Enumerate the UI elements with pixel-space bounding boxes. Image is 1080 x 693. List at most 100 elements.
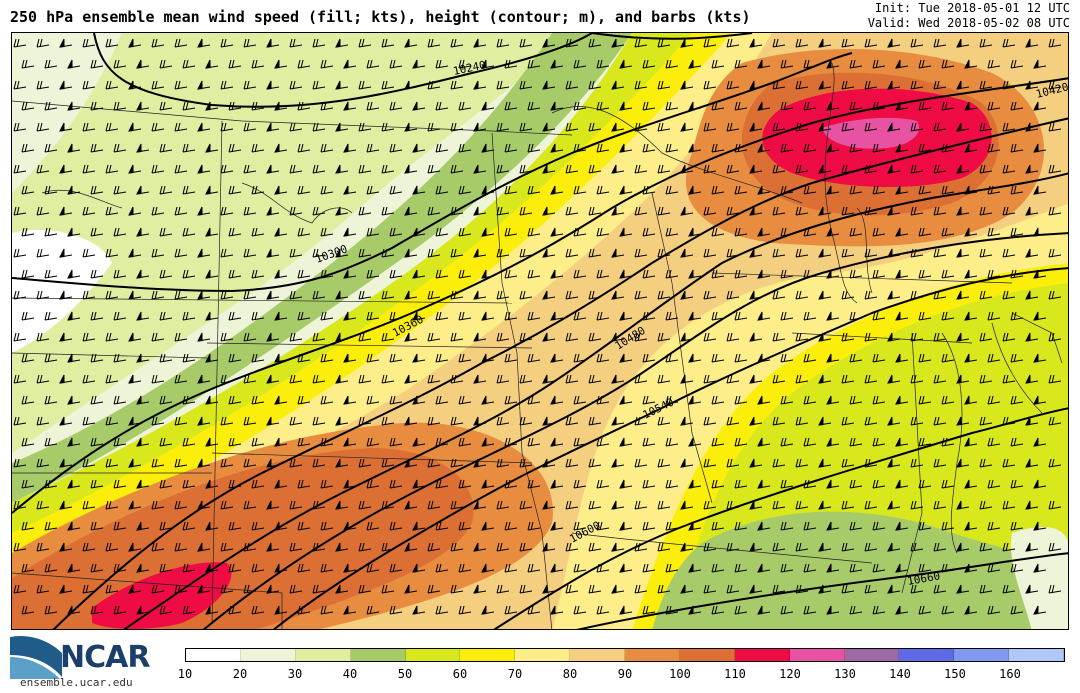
wind-barb-icon bbox=[565, 500, 579, 510]
wind-barb-icon bbox=[588, 248, 602, 258]
wind-barb-icon bbox=[21, 521, 35, 531]
wind-barb-icon bbox=[987, 395, 1001, 405]
wind-barb-icon bbox=[565, 290, 579, 300]
wind-barb-icon bbox=[335, 122, 349, 132]
wind-barb-icon bbox=[320, 563, 334, 573]
wind-barb-icon bbox=[243, 122, 257, 132]
wind-barb-icon bbox=[59, 80, 73, 90]
wind-barb-icon bbox=[105, 500, 119, 510]
wind-barb-icon bbox=[941, 227, 955, 237]
wind-barb-icon bbox=[895, 605, 909, 615]
wind-barb-icon bbox=[519, 80, 533, 90]
wind-barb-icon bbox=[21, 479, 35, 489]
wind-barb-icon bbox=[772, 500, 786, 510]
wind-barb-icon bbox=[205, 353, 219, 363]
wind-barb-icon bbox=[381, 374, 395, 384]
wind-barb-icon bbox=[573, 395, 587, 405]
wind-barb-icon bbox=[688, 59, 702, 69]
wind-barb-icon bbox=[849, 479, 863, 489]
wind-barb-icon bbox=[1033, 521, 1047, 531]
wind-barb-icon bbox=[504, 185, 518, 195]
wind-barb-icon bbox=[588, 542, 602, 552]
wind-barb-icon bbox=[389, 311, 403, 321]
wind-barb-icon bbox=[297, 479, 311, 489]
legend-swatch bbox=[625, 649, 680, 661]
wind-barb-icon bbox=[13, 122, 27, 132]
wind-barb-icon bbox=[21, 143, 35, 153]
wind-barb-icon bbox=[289, 416, 303, 426]
wind-barb-icon bbox=[596, 395, 610, 405]
wind-barb-icon bbox=[289, 80, 303, 90]
wind-barb-icon bbox=[36, 458, 50, 468]
wind-barb-icon bbox=[734, 185, 748, 195]
wind-barb-icon bbox=[274, 227, 288, 237]
wind-barb-icon bbox=[772, 38, 786, 48]
wind-barb-icon bbox=[634, 458, 648, 468]
wind-barb-icon bbox=[44, 185, 58, 195]
wind-barb-icon bbox=[1025, 122, 1039, 132]
wind-barb-icon bbox=[90, 605, 104, 615]
wind-barb-icon bbox=[289, 500, 303, 510]
wind-barb-icon bbox=[159, 143, 173, 153]
wind-barb-icon bbox=[657, 206, 671, 216]
wind-barb-icon bbox=[335, 374, 349, 384]
wind-barb-icon bbox=[381, 542, 395, 552]
wind-barb-icon bbox=[979, 584, 993, 594]
wind-barb-icon bbox=[128, 500, 142, 510]
wind-barb-icon bbox=[864, 416, 878, 426]
wind-barb-icon bbox=[13, 248, 27, 258]
wind-barb-icon bbox=[910, 416, 924, 426]
wind-barb-icon bbox=[872, 59, 886, 69]
wind-barb-icon bbox=[1048, 290, 1062, 300]
wind-barb-icon bbox=[910, 80, 924, 90]
wind-barb-icon bbox=[412, 269, 426, 279]
wind-barb-icon bbox=[749, 500, 763, 510]
wind-barb-icon bbox=[220, 38, 234, 48]
wind-barb-icon bbox=[642, 605, 656, 615]
wind-barb-icon bbox=[205, 479, 219, 489]
wind-barb-icon bbox=[711, 521, 725, 531]
wind-barb-icon bbox=[1033, 353, 1047, 363]
wind-barb-icon bbox=[504, 605, 518, 615]
wind-barb-icon bbox=[841, 206, 855, 216]
wind-barb-icon bbox=[979, 80, 993, 90]
wind-barb-icon bbox=[657, 542, 671, 552]
wind-barb-icon bbox=[366, 311, 380, 321]
wind-barb-icon bbox=[849, 353, 863, 363]
wind-barb-icon bbox=[427, 122, 441, 132]
wind-barb-icon bbox=[427, 80, 441, 90]
wind-barb-icon bbox=[565, 374, 579, 384]
wind-barb-icon bbox=[151, 206, 165, 216]
wind-barb-icon bbox=[1010, 395, 1024, 405]
wind-barb-icon bbox=[588, 374, 602, 384]
wind-barb-icon bbox=[59, 290, 73, 300]
legend-swatch bbox=[460, 649, 516, 661]
wind-barb-icon bbox=[366, 521, 380, 531]
wind-barb-icon bbox=[404, 206, 418, 216]
wind-barb-icon bbox=[987, 269, 1001, 279]
wind-barb-icon bbox=[90, 143, 104, 153]
wind-barb-icon bbox=[757, 521, 771, 531]
legend-tick-label: 40 bbox=[342, 667, 358, 681]
wind-barb-icon bbox=[274, 479, 288, 489]
legend-swatch bbox=[350, 649, 406, 661]
wind-barb-icon bbox=[312, 206, 326, 216]
wind-barb-icon bbox=[197, 332, 211, 342]
wind-barb-icon bbox=[366, 59, 380, 69]
wind-barb-icon bbox=[481, 437, 495, 447]
wind-barb-icon bbox=[680, 206, 694, 216]
wind-barb-icon bbox=[780, 353, 794, 363]
wind-barb-icon bbox=[941, 59, 955, 69]
wind-barb-icon bbox=[780, 311, 794, 321]
wind-barb-icon bbox=[274, 353, 288, 363]
wind-barb-icon bbox=[504, 479, 518, 489]
wind-barb-icon bbox=[389, 101, 403, 111]
wind-barb-icon bbox=[1025, 542, 1039, 552]
wind-barb-icon bbox=[36, 500, 50, 510]
wind-barb-icon bbox=[795, 374, 809, 384]
wind-barb-icon bbox=[795, 290, 809, 300]
wind-barb-icon bbox=[13, 374, 27, 384]
wind-barb-icon bbox=[389, 395, 403, 405]
wind-barb-icon bbox=[726, 290, 740, 300]
wind-map: 10240 10300 10360 10420 10480 10540 1060… bbox=[11, 32, 1069, 630]
